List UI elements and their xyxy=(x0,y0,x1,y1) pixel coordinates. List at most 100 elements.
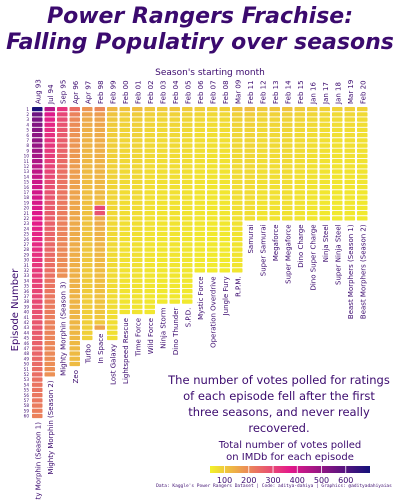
heatmap-cell xyxy=(332,153,343,159)
color-legend-bar xyxy=(210,466,370,473)
heatmap-cell xyxy=(32,148,43,153)
heatmap-cell xyxy=(332,195,343,200)
heatmap-cell xyxy=(232,107,243,112)
heatmap-cell xyxy=(32,304,43,309)
heatmap-cell xyxy=(282,211,293,216)
heatmap-cell xyxy=(119,169,130,174)
heatmap-cell xyxy=(119,257,130,263)
heatmap-cell xyxy=(157,247,168,252)
heatmap-cell xyxy=(194,127,205,133)
heatmap-cell xyxy=(157,159,168,164)
heatmap-cell xyxy=(44,221,55,226)
heatmap-cell xyxy=(207,263,218,268)
episode-tick-label: 25 xyxy=(24,232,30,237)
heatmap-cell xyxy=(144,133,155,138)
heatmap-cell xyxy=(294,143,305,148)
heatmap-cell xyxy=(182,164,193,169)
heatmap-cell xyxy=(144,309,155,315)
heatmap-cell xyxy=(219,195,230,200)
season-start-label: Jan 18 xyxy=(334,82,342,105)
season-name-label: Beast Morphers (Season 2) xyxy=(359,224,367,319)
episode-tick-label: 3 xyxy=(26,117,29,122)
episode-tick-label: 58 xyxy=(24,403,30,408)
heatmap-cell xyxy=(307,205,318,211)
heatmap-cell xyxy=(57,127,68,133)
heatmap-cell xyxy=(32,122,43,127)
heatmap-cell xyxy=(307,190,318,195)
heatmap-cell xyxy=(69,294,80,299)
heatmap-cell xyxy=(132,211,143,216)
episode-tick-label: 7 xyxy=(26,138,29,143)
heatmap-cell xyxy=(82,278,93,283)
heatmap-cell xyxy=(44,294,55,299)
heatmap-cell xyxy=(344,122,355,127)
heatmap-cell xyxy=(357,205,368,211)
heatmap-cell xyxy=(44,289,55,294)
heatmap-cell xyxy=(94,185,105,190)
heatmap-cell xyxy=(94,299,105,304)
heatmap-cell xyxy=(107,185,118,190)
heatmap-cell xyxy=(344,200,355,205)
heatmap-cell xyxy=(44,185,55,190)
heatmap-cell xyxy=(344,112,355,117)
episode-tick-label: 21 xyxy=(24,211,30,216)
heatmap-cell xyxy=(169,164,180,169)
heatmap-cell xyxy=(94,138,105,143)
heatmap-cell xyxy=(307,179,318,185)
heatmap-cell xyxy=(332,205,343,211)
heatmap-cell xyxy=(94,263,105,268)
heatmap-cell xyxy=(307,107,318,112)
heatmap-cell xyxy=(144,185,155,190)
heatmap-cell xyxy=(69,320,80,325)
heatmap-cell xyxy=(269,211,280,216)
season-start-label: Feb 99 xyxy=(109,80,117,104)
heatmap-cell xyxy=(32,398,43,403)
heatmap-cell xyxy=(82,231,93,237)
heatmap-cell xyxy=(119,237,130,242)
heatmap-cell xyxy=(169,190,180,195)
heatmap-cell xyxy=(182,289,193,294)
heatmap-cell xyxy=(207,237,218,242)
heatmap-cell xyxy=(332,112,343,117)
heatmap-cell xyxy=(57,133,68,138)
heatmap-cell xyxy=(57,107,68,112)
heatmap-cell xyxy=(232,195,243,200)
heatmap-cell xyxy=(319,122,330,127)
heatmap-cell xyxy=(69,112,80,117)
heatmap-cell xyxy=(57,117,68,122)
heatmap-cell xyxy=(182,112,193,117)
heatmap-cell xyxy=(107,159,118,164)
heatmap-cell xyxy=(282,122,293,127)
heatmap-cell xyxy=(69,299,80,304)
season-start-label: Feb 07 xyxy=(209,80,217,104)
heatmap-cell xyxy=(269,143,280,148)
heatmap-cell xyxy=(132,169,143,174)
heatmap-cell xyxy=(207,107,218,112)
heatmap-cell xyxy=(69,205,80,211)
heatmap-cell xyxy=(32,273,43,278)
heatmap-cell xyxy=(319,127,330,133)
heatmap-cell xyxy=(157,169,168,174)
heatmap-cell xyxy=(107,174,118,179)
heatmap-cell xyxy=(307,127,318,133)
heatmap-cell xyxy=(257,143,268,148)
heatmap-cell xyxy=(32,299,43,304)
heatmap-cell xyxy=(294,107,305,112)
heatmap-cell xyxy=(119,164,130,169)
heatmap-cell xyxy=(44,190,55,195)
season-name-label: Mighty Morphin (Season 1) xyxy=(34,422,42,500)
heatmap-cell xyxy=(32,294,43,299)
heatmap-cell xyxy=(94,112,105,117)
heatmap-cell xyxy=(257,127,268,133)
heatmap-cell xyxy=(119,153,130,159)
heatmap-cell xyxy=(119,294,130,299)
heatmap-cell xyxy=(57,122,68,127)
heatmap-cell xyxy=(119,304,130,309)
heatmap-cell xyxy=(107,164,118,169)
heatmap-cell xyxy=(169,159,180,164)
heatmap-cell xyxy=(107,289,118,294)
heatmap-cell xyxy=(257,159,268,164)
heatmap-cell xyxy=(207,247,218,252)
heatmap-cell xyxy=(94,325,105,330)
episode-tick-label: 54 xyxy=(24,382,30,387)
